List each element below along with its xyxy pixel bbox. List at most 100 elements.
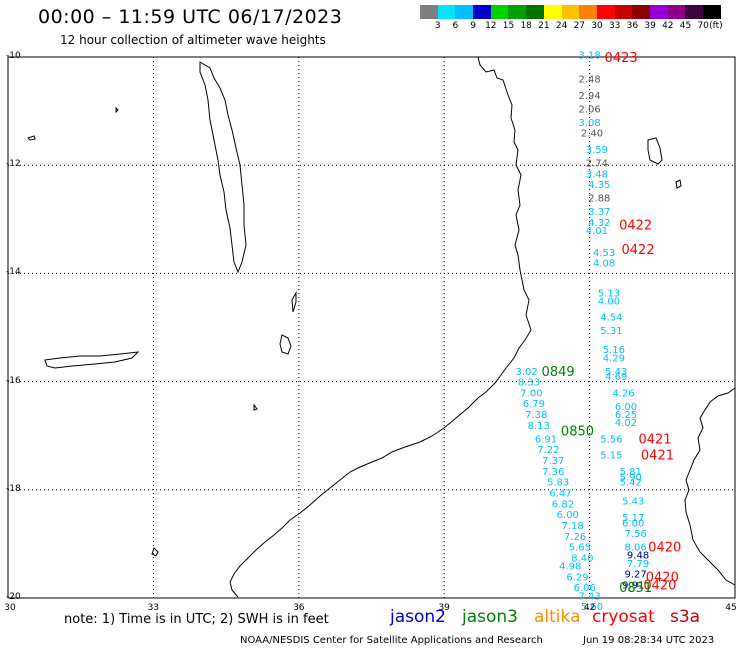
swh-value: 3.59 (586, 145, 608, 156)
swh-value: 2.48 (578, 75, 600, 86)
swh-value: 9.27 (625, 570, 647, 581)
satellite-pass-time: 0423 (605, 51, 638, 66)
satellite-pass-time: 0420 (646, 570, 679, 585)
legend-altika: altika (534, 607, 581, 627)
color-scale-label: 24 (555, 21, 568, 31)
swh-value: 6.82 (552, 499, 574, 510)
map-frame (7, 56, 736, 599)
color-scale-swatch (667, 5, 686, 19)
swh-value: 5.15 (600, 451, 622, 462)
swh-value: 5.13 (598, 288, 620, 299)
swh-value: 3.08 (578, 118, 600, 129)
color-scale-label: 30 (591, 21, 603, 31)
swh-color-scale-labels: 3 6 9 12 15 18 21 24 27 30 33 36 39 42 45 70 (ft) (420, 21, 740, 33)
satellite-pass-time: 0849 (542, 365, 575, 380)
swh-value: 5.60 (581, 602, 603, 613)
swh-value: 4.54 (600, 313, 622, 324)
color-scale-swatch (632, 5, 650, 19)
color-scale-label: 9 (470, 21, 476, 31)
color-scale-label: 33 (608, 21, 621, 31)
swh-value: 5.83 (547, 478, 569, 489)
color-scale-swatch (490, 5, 509, 19)
longitude-label: 30 (4, 603, 16, 613)
longitude-label: 33 (147, 603, 160, 613)
color-scale-label: 18 (520, 21, 532, 31)
swh-value: 6.00 (615, 402, 637, 413)
latitude-label: -10 (6, 51, 21, 61)
swh-value: 6.00 (557, 510, 579, 521)
swh-value: 2.88 (588, 194, 610, 205)
swh-value: 5.81 (620, 467, 642, 478)
color-scale-swatch (526, 5, 544, 19)
generated-timestamp: Jun 19 08:28:34 UTC 2023 (583, 635, 715, 646)
swh-value: 3.02 (515, 367, 537, 378)
swh-value: 4.32 (588, 218, 610, 229)
color-scale-label: 36 (626, 21, 639, 31)
swh-value: 4.00 (598, 296, 620, 307)
swh-value: 6.47 (549, 489, 571, 500)
swh-value: 8.33 (518, 378, 540, 389)
swh-value: 5.90 (620, 472, 642, 483)
satellite-pass-time: 0422 (622, 243, 655, 258)
swh-value: 5.16 (603, 345, 625, 356)
color-scale-swatch (614, 5, 633, 19)
longitude-label: 42 (583, 603, 596, 613)
satellite-pass-time: 0421 (638, 432, 671, 447)
color-scale-label: 39 (644, 21, 656, 31)
color-scale-swatch (579, 5, 597, 19)
credit-text: NOAA/NESDIS Center for Satellite Applica… (240, 635, 543, 646)
swh-color-scale (420, 5, 721, 19)
color-scale-swatch (703, 5, 721, 19)
swh-value: 4.53 (593, 248, 615, 259)
color-scale-label: 21 (538, 21, 550, 31)
swh-value: 8.06 (625, 543, 647, 554)
color-scale-label: 70 (697, 21, 709, 31)
color-scale-swatch (685, 5, 703, 19)
color-scale-swatch (649, 5, 668, 19)
color-scale-label: 6 (452, 21, 459, 31)
legend-jason2: jason2 (390, 607, 446, 627)
satellite-pass-time: 0420 (648, 541, 681, 556)
swh-value: 5.17 (622, 513, 644, 524)
swh-value: 4.26 (612, 388, 634, 399)
longitude-label: 36 (293, 603, 305, 613)
swh-value: 4.08 (593, 259, 615, 270)
satellite-pass-time: 0421 (641, 449, 674, 464)
color-scale-swatch (561, 5, 580, 19)
swh-value: 7.37 (542, 456, 564, 467)
swh-value: 4.69 (605, 372, 627, 383)
legend-cryosat: cryosat (592, 607, 655, 627)
latitude-label: -16 (6, 375, 21, 386)
swh-value: 6.25 (615, 410, 637, 421)
satellite-pass-time: 0422 (619, 219, 652, 234)
latitude-label: -14 (6, 267, 21, 278)
latitude-label: -18 (6, 483, 21, 494)
swh-value: 6.00 (622, 518, 644, 529)
swh-value: 2.94 (578, 91, 600, 102)
swh-value: 7.22 (537, 445, 559, 456)
legend-jason3: jason3 (462, 607, 518, 627)
swh-value: 2.06 (578, 104, 600, 115)
longitude-label: 39 (438, 603, 450, 613)
color-scale-swatch (437, 5, 456, 19)
color-scale-label: 3 (434, 21, 441, 31)
swh-values: 3.18 2.48 2.94 2.06 3.082.40 3.59 2.743.484.35… (515, 50, 649, 613)
swh-value: 4.35 (588, 180, 610, 191)
legend-s3a: s3a (670, 607, 701, 627)
color-scale-label: 42 (662, 21, 674, 31)
satellite-pass-time: 0850 (561, 424, 594, 439)
latitude-label: -20 (6, 592, 21, 602)
swh-value: 7.43 (578, 591, 600, 602)
color-scale-label: 15 (502, 21, 515, 31)
swh-value: 4.02 (615, 418, 637, 429)
swh-value: 4.29 (603, 353, 625, 364)
swh-value: 7.26 (564, 532, 586, 543)
swh-value: 2.40 (581, 129, 603, 140)
color-scale-swatch (473, 5, 491, 19)
swh-value: 4.98 (559, 562, 581, 573)
color-scale-swatch (455, 5, 474, 19)
swh-value: 3.48 (586, 169, 608, 180)
swh-value: 7.36 (542, 467, 564, 478)
swh-value: 9.91 (622, 580, 644, 591)
color-scale-swatch (596, 5, 615, 19)
